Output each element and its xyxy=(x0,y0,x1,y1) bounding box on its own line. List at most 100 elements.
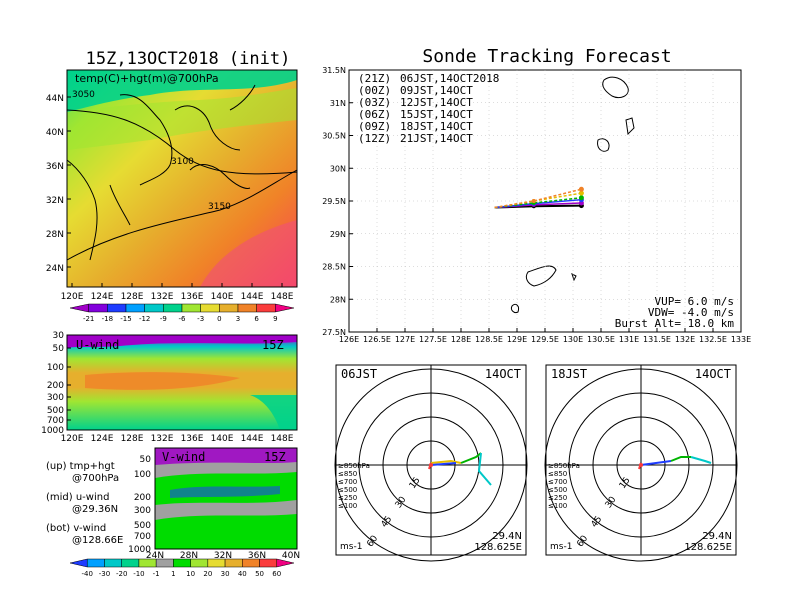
note-line-a: (bot) v-wind xyxy=(46,523,106,534)
vwind-lat-label: 24N xyxy=(146,551,164,561)
hodograph-trace xyxy=(460,452,482,464)
hodograph-time: 06JST xyxy=(341,367,377,381)
wind-colorbar-swatch xyxy=(86,558,105,568)
lon-tick-label: 128.5E xyxy=(475,335,503,344)
vwind-lat-label: 32N xyxy=(214,551,232,561)
wind-colorbar-swatch xyxy=(173,558,191,568)
lon-tick-label: 140E xyxy=(211,292,234,302)
wind-colorbar: -40 -30 -20 -10 -1 1 10 20 30 40 50 60 xyxy=(69,558,295,578)
pressure-legend-entry: ≥850hPa xyxy=(338,462,370,470)
map-label: temp(C)+hgt(m)@700hPa xyxy=(75,72,219,85)
temp-colorbar-label: 6 xyxy=(254,315,259,323)
wind-colorbar-label: 60 xyxy=(272,570,281,578)
hodograph-lon: 128.625E xyxy=(684,542,732,553)
lat-tick-label: 27.5N xyxy=(322,328,346,337)
uwind-label: U-wind xyxy=(76,338,119,352)
pressure-legend-entry: ≤700 xyxy=(548,478,567,486)
pressure-tick-label: 700 xyxy=(47,416,64,426)
hodograph-lat: 29.4N xyxy=(702,531,732,542)
lon-tick-label: 129E xyxy=(507,335,527,344)
uwind-lon-label: 124E xyxy=(91,434,114,444)
lon-tick-label: 127.5E xyxy=(419,335,447,344)
lon-tick-label: 136E xyxy=(181,292,204,302)
wind-colorbar-label: 20 xyxy=(203,570,212,578)
pressure-tick-label: 50 xyxy=(53,344,65,354)
temp-colorbar-swatch xyxy=(88,303,108,313)
pressure-tick-label: 300 xyxy=(47,393,64,403)
temp-colorbar-swatch xyxy=(219,303,239,313)
vwind-panel xyxy=(154,447,298,550)
lon-tick-label: 131.5E xyxy=(643,335,671,344)
temp-colorbar-label: -9 xyxy=(160,315,167,323)
temp-colorbar-swatch xyxy=(181,303,201,313)
pressure-tick-label: 500 xyxy=(134,521,151,531)
temp-colorbar-swatch xyxy=(125,303,145,313)
vwind-label: V-wind xyxy=(162,450,205,464)
temp-colorbar-label: -18 xyxy=(102,315,113,323)
hodograph-lon: 128.625E xyxy=(474,542,522,553)
left-lon-ticks: 120E 124E 128E 132E 136E 140E 144E 148E xyxy=(61,283,294,302)
lon-tick-label: 148E xyxy=(271,292,294,302)
track-line xyxy=(494,192,582,209)
lon-tick-label: 132E xyxy=(151,292,174,302)
legend-code: (06Z) xyxy=(358,108,391,121)
contour-label-3050: 3050 xyxy=(72,90,95,100)
track-legend: (21Z) 06JST,14OCT2018 (00Z) 09JST,14OCT (03Z… xyxy=(358,72,499,145)
track-end-point xyxy=(578,195,584,201)
hodograph-trace xyxy=(430,459,462,464)
hodograph-trace xyxy=(640,460,672,466)
lon-tick-label: 144E xyxy=(241,292,264,302)
hodograph-time: 18JST xyxy=(551,367,587,381)
lat-tick-label: 29.5N xyxy=(322,197,346,206)
vwind-lat-label: 40N xyxy=(282,551,300,561)
hodograph-trace xyxy=(430,462,457,466)
wind-colorbar-label: -20 xyxy=(116,570,127,578)
pressure-tick-label: 100 xyxy=(134,470,151,480)
param-burst: Burst Alt= 18.0 km xyxy=(615,317,735,330)
contour-label-3100: 3100 xyxy=(171,157,194,167)
temp-colorbar-label: 9 xyxy=(273,315,277,323)
uwind-lon-label: 144E xyxy=(241,434,264,444)
uwind-lon-label: 128E xyxy=(121,434,144,444)
temp-colorbar-swatch xyxy=(256,303,276,313)
temp-colorbar-swatch xyxy=(163,303,183,313)
pressure-legend-entry: ≤100 xyxy=(548,502,567,510)
hodograph-06jst: 06JST 14OCT15304560≥850hPa≤850≤700≤500≤25… xyxy=(334,364,528,562)
hodograph-date: 14OCT xyxy=(485,367,521,381)
lon-tick-label: 126.5E xyxy=(363,335,391,344)
wind-colorbar-swatch xyxy=(242,558,260,568)
lat-tick-label: 28N xyxy=(330,295,346,304)
pressure-tick-label: 1000 xyxy=(41,426,64,436)
lat-tick-label: 44N xyxy=(46,94,64,104)
lon-tick-label: 129.5E xyxy=(531,335,559,344)
legend-code: (12Z) xyxy=(358,132,391,145)
legend-text: 21JST,14OCT xyxy=(400,132,473,145)
legend-text: 15JST,14OCT xyxy=(400,108,473,121)
temp-colorbar-swatch xyxy=(275,303,295,313)
pressure-legend-entry: ≥850hPa xyxy=(548,462,580,470)
hodograph-18jst: 18JST 14OCT15304560≥850hPa≤850≤700≤500≤25… xyxy=(544,364,738,562)
temp-colorbar-swatch xyxy=(200,303,220,313)
temp-map xyxy=(66,69,298,288)
wind-colorbar-swatch xyxy=(155,558,174,568)
right-title: Sonde Tracking Forecast xyxy=(422,46,671,67)
track-mid-point xyxy=(531,199,536,203)
wind-colorbar-swatch xyxy=(121,558,140,568)
uwind-lon-label: 132E xyxy=(151,434,174,444)
track-line xyxy=(494,188,582,209)
wind-colorbar-label: 30 xyxy=(221,570,230,578)
legend-code: (21Z) xyxy=(358,72,391,85)
temp-colorbar-label: 3 xyxy=(236,315,240,323)
temp-colorbar-label: 0 xyxy=(217,315,221,323)
track-series xyxy=(494,186,584,209)
lat-tick-label: 30.5N xyxy=(322,132,346,141)
hodograph-trace xyxy=(670,456,691,462)
lat-tick-label: 31.5N xyxy=(322,66,346,75)
pressure-tick-label: 1000 xyxy=(128,545,151,555)
note-line-a: (up) tmp+hgt xyxy=(46,461,115,472)
wind-colorbar-swatch xyxy=(259,558,278,568)
lat-tick-label: 32N xyxy=(46,196,64,206)
temp-colorbar-label: -12 xyxy=(139,315,150,323)
